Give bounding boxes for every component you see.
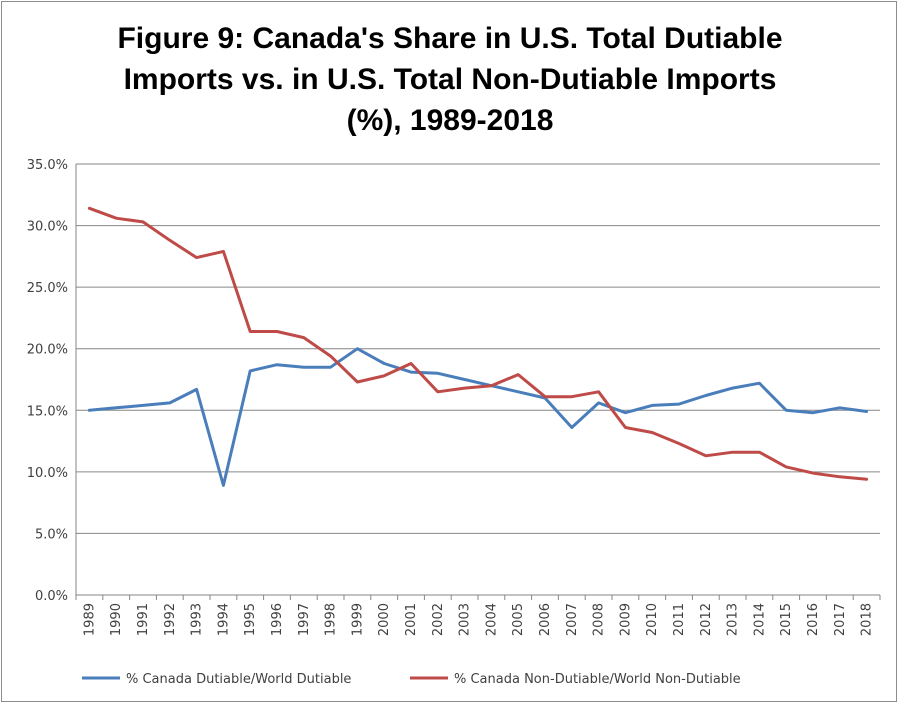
y-tick-label: 5.0% xyxy=(35,527,68,542)
x-tick-label: 1999 xyxy=(350,603,365,636)
x-tick-label: 1993 xyxy=(190,603,205,636)
x-tick-label: 2017 xyxy=(833,603,848,636)
series-line-1 xyxy=(87,347,869,487)
x-tick-label: 1998 xyxy=(324,603,339,636)
x-tick-label: 2018 xyxy=(860,603,875,636)
x-tick-label: 2003 xyxy=(458,603,473,636)
y-tick-label: 30.0% xyxy=(27,220,68,235)
y-tick-label: 10.0% xyxy=(27,466,68,481)
x-tick-label: 2015 xyxy=(779,603,794,636)
x-tick-label: 2012 xyxy=(699,603,714,636)
x-tick-label: 1992 xyxy=(163,603,178,636)
chart-title-line-2: Imports vs. in U.S. Total Non-Dutiable I… xyxy=(123,63,777,96)
x-tick-label: 2000 xyxy=(377,603,392,636)
x-tick-label: 1996 xyxy=(270,603,285,636)
chart-title-line-1: Figure 9: Canada's Share in U.S. Total D… xyxy=(117,22,783,55)
series-lines xyxy=(87,206,869,487)
x-tick-label: 1994 xyxy=(216,603,231,636)
x-tick-label: 1990 xyxy=(109,603,124,636)
legend-label: % Canada Non-Dutiable/World Non-Dutiable xyxy=(454,672,741,687)
series-line-2 xyxy=(87,206,869,481)
x-tick-label: 2009 xyxy=(618,603,633,636)
x-axis-labels: 1989 1990 1991 1992 1993 1994 1995 1996 1997 1998… xyxy=(82,603,874,636)
x-tick-label: 1997 xyxy=(297,603,312,636)
y-tick-label: 35.0% xyxy=(27,158,68,173)
chart-title: Figure 9: Canada's Share in U.S. Total D… xyxy=(0,18,900,141)
x-tick-label: 2004 xyxy=(484,603,499,636)
y-axis-labels: 0.0% 5.0% 10.0% 15.0% 20.0% 25.0% 30.0% 35.0% xyxy=(27,158,68,604)
x-tick-label: 2005 xyxy=(511,603,526,636)
x-tick-label: 1989 xyxy=(82,603,97,636)
x-tick-label: 2014 xyxy=(752,603,767,636)
x-tick-label: 2013 xyxy=(726,603,741,636)
x-tick-label: 1995 xyxy=(243,603,258,636)
y-tick-label: 20.0% xyxy=(27,343,68,358)
x-tick-label: 2006 xyxy=(538,603,553,636)
x-tick-label: 2001 xyxy=(404,603,419,636)
y-tick-label: 15.0% xyxy=(27,404,68,419)
x-tick-label: 1991 xyxy=(136,603,151,636)
x-tick-label: 2002 xyxy=(431,603,446,636)
x-tick-label: 2008 xyxy=(592,603,607,636)
chart-title-line-3: (%), 1989-2018 xyxy=(346,104,554,137)
x-tick-label: 2007 xyxy=(565,603,580,636)
x-tick-label: 2011 xyxy=(672,603,687,636)
x-tick-label: 2010 xyxy=(645,603,660,636)
gridlines xyxy=(75,163,881,600)
y-tick-label: 0.0% xyxy=(35,589,68,604)
y-tick-label: 25.0% xyxy=(27,281,68,296)
legend-label: % Canada Dutiable/World Dutiable xyxy=(126,672,351,687)
x-tick-label: 2016 xyxy=(806,603,821,636)
legend: % Canada Dutiable/World Dutiable % Canada… xyxy=(82,672,741,687)
